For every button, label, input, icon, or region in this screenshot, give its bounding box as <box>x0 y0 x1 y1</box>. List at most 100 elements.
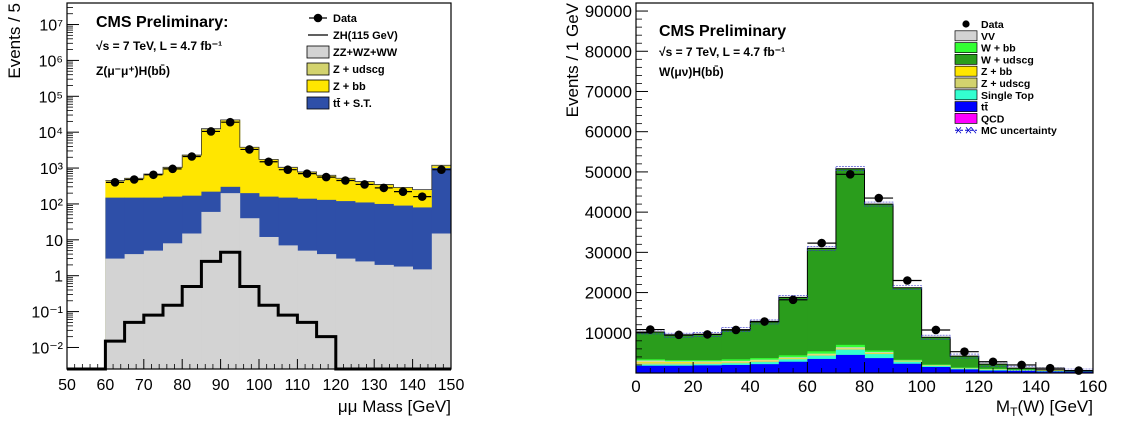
right-legend-marker <box>962 20 970 28</box>
left-data-point <box>417 192 427 201</box>
right-x-tick-label: 60 <box>798 377 817 396</box>
right-legend-label: Z + udscg <box>981 78 1030 90</box>
left-legend-label: Data <box>333 13 358 25</box>
left-y-tick-label: 10⁵ <box>39 89 63 106</box>
left-bar-vv <box>259 236 279 369</box>
right-y-tick-label: 10000 <box>585 324 632 343</box>
right-chart: 0 20 40 60 80 100 120 140 160 10000 20000 30000 400… <box>563 2 1107 419</box>
right-bar-wudscg <box>864 204 894 373</box>
left-legend-label: ZZ+WZ+WW <box>333 47 398 59</box>
right-y-tick-label: 40000 <box>585 203 632 222</box>
left-y-tick-label: 10³ <box>40 161 64 178</box>
left-annotation-process: Z(μ⁻μ⁺)H(bb̄) <box>96 64 170 78</box>
left-bar-vv <box>220 193 241 369</box>
left-bar-vv <box>316 254 337 369</box>
left-x-tick-label: 110 <box>285 377 311 394</box>
right-legend-label: Single Top <box>981 90 1034 102</box>
right-x-tick-label: 80 <box>855 377 874 396</box>
left-legend-swatch <box>306 79 330 93</box>
left-bar-vv <box>412 269 433 369</box>
right-data-point <box>1017 360 1026 370</box>
left-legend-swatch <box>306 96 330 110</box>
left-x-tick-label: 130 <box>361 377 388 394</box>
right-x-tick-label: 120 <box>965 377 993 396</box>
left-data-point <box>245 145 254 154</box>
right-mc-uncertainty <box>864 201 894 207</box>
right-mc-uncertainty <box>807 246 837 251</box>
left-data-point <box>302 169 312 178</box>
left-data-point <box>149 170 158 180</box>
right-legend-label: W + udscg <box>981 54 1034 66</box>
left-data-point <box>283 165 293 175</box>
right-bar-wudscg <box>835 168 865 373</box>
right-bar-top <box>835 354 865 373</box>
right-legend-label: VV <box>981 31 995 43</box>
right-legend-label: MC uncertainty <box>981 125 1057 137</box>
right-y-tick-label: 80000 <box>585 42 632 61</box>
left-x-tick-label: 100 <box>246 377 273 394</box>
right-annotation-process: W(μν)H(bb̄) <box>659 65 724 79</box>
left-data-point <box>437 165 446 175</box>
left-bar-vv <box>431 233 452 369</box>
left-y-axis-label: Events / 5 <box>5 3 24 79</box>
left-x-tick-label: 60 <box>97 377 115 394</box>
left-data-point <box>225 117 235 127</box>
right-mc-uncertainty <box>892 285 922 291</box>
left-legend-label: tt̄ + S.T. <box>333 98 372 110</box>
right-data-point <box>931 325 941 335</box>
left-bar-vv <box>355 261 375 369</box>
left-bar-vv <box>297 250 317 369</box>
left-x-tick-label: 140 <box>399 377 426 394</box>
left-data-point <box>341 176 350 185</box>
left-data-point <box>264 157 273 167</box>
right-y-tick-label: 70000 <box>585 82 632 101</box>
right-legend-label: Data <box>981 19 1004 31</box>
left-legend-swatch <box>306 45 330 59</box>
right-data-point <box>988 357 998 367</box>
left-chart: 50 60 70 80 90 100 110 120 130 140 150 10⁻²10⁻¹110… <box>5 2 465 416</box>
left-x-tick-label: 90 <box>212 377 230 394</box>
left-y-tick-label: 10⁷ <box>39 18 63 35</box>
right-legend-label: QCD <box>981 113 1005 125</box>
left-legend-swatch <box>306 62 330 76</box>
right-data-point <box>817 238 826 248</box>
left-y-tick-label: 10² <box>40 197 64 214</box>
left-data-point <box>379 183 389 193</box>
left-y-tick-label: 10⁴ <box>38 125 63 142</box>
left-x-tick-label: 150 <box>438 377 465 394</box>
right-data-point <box>874 193 884 203</box>
left-bar-vv <box>335 258 356 369</box>
right-legend-hatch-cross <box>955 126 977 134</box>
left-bar-vv <box>105 258 125 369</box>
left-stack-outline <box>105 119 451 191</box>
right-legend-label: W + bb <box>981 43 1016 55</box>
right-annotation-energy: √s = 7 TeV, L = 4.7 fb⁻¹ <box>659 45 785 59</box>
right-data-point <box>731 325 741 335</box>
right-legend-swatch <box>954 101 978 112</box>
right-y-tick-label: 30000 <box>585 243 632 262</box>
right-x-tick-label: 20 <box>684 377 703 396</box>
right-y-tick-label: 60000 <box>585 123 632 142</box>
right-data-point <box>960 347 969 356</box>
left-bar-vv <box>201 211 221 369</box>
left-data-point <box>110 178 120 187</box>
right-data-point <box>703 330 712 339</box>
right-y-tick-label: 90000 <box>585 2 632 21</box>
right-mc-uncertainty <box>921 334 951 340</box>
right-data-point <box>645 325 655 334</box>
right-legend-swatch <box>954 65 978 77</box>
left-y-tick-label: 1 <box>54 269 63 286</box>
left-x-tick-label: 80 <box>173 377 191 394</box>
left-legend-label: Z + bb <box>333 81 366 93</box>
left-legend-marker <box>313 13 323 23</box>
right-legend-label: Z + bb <box>981 66 1012 78</box>
left-y-tick-label: 10⁻² <box>31 340 63 357</box>
left-bar-vv <box>278 245 298 369</box>
right-x-tick-label: 160 <box>1079 377 1107 396</box>
left-y-tick-label: 10⁻¹ <box>31 305 63 322</box>
right-bar-wudscg <box>893 287 923 373</box>
right-legend-swatch <box>954 89 978 101</box>
right-x-axis-label: MT(W) [GeV] <box>996 397 1093 419</box>
right-y-tick-label: 50000 <box>585 163 632 182</box>
